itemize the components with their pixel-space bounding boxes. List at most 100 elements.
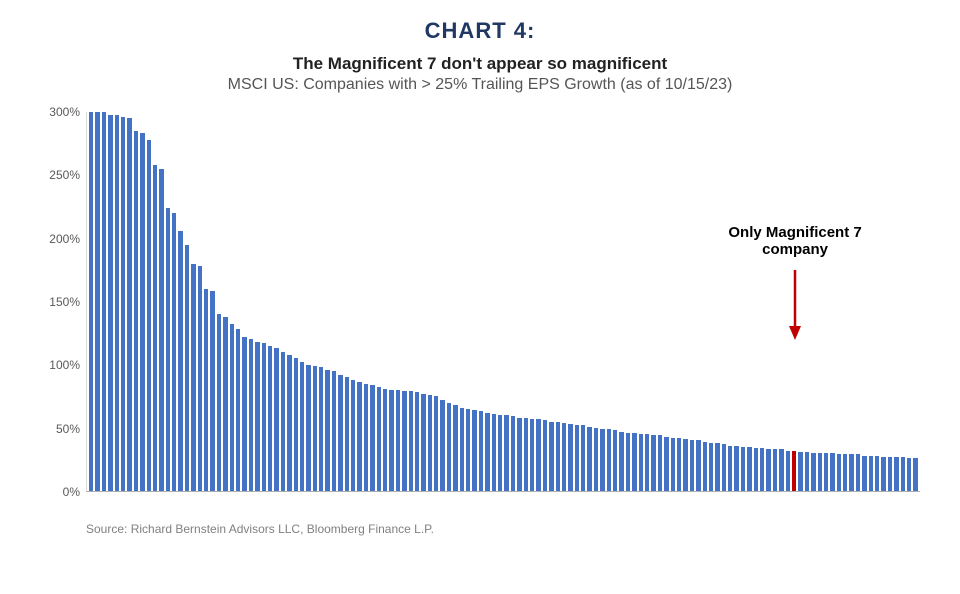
bar [255, 342, 259, 491]
bar [651, 435, 655, 491]
bar [536, 419, 540, 491]
bar [447, 403, 451, 491]
bar [198, 266, 202, 491]
y-axis: 0%50%100%150%200%250%300% [40, 112, 86, 492]
bar [600, 429, 604, 491]
plot-area: 0%50%100%150%200%250%300% Only Magnifice… [40, 112, 920, 492]
y-tick-label: 300% [49, 105, 80, 119]
bar [415, 392, 419, 491]
bar [530, 419, 534, 491]
bar [856, 454, 860, 491]
bar [262, 343, 266, 491]
bar [626, 433, 630, 491]
bar [754, 448, 758, 491]
bar [230, 324, 234, 491]
bar [147, 140, 151, 491]
bar [671, 438, 675, 491]
bar [191, 264, 195, 491]
bar [607, 429, 611, 491]
bar [325, 370, 329, 491]
bar [811, 453, 815, 491]
bar [389, 390, 393, 491]
y-tick-label: 150% [49, 295, 80, 309]
bar [166, 208, 170, 491]
bar [805, 452, 809, 491]
bar [818, 453, 822, 491]
bar [428, 395, 432, 491]
bar [849, 454, 853, 491]
bar [875, 456, 879, 491]
bar [843, 454, 847, 491]
bar [568, 424, 572, 491]
bar [581, 425, 585, 491]
bar [907, 458, 911, 491]
bar [383, 389, 387, 491]
bar [703, 442, 707, 491]
bar [102, 112, 106, 491]
bar [274, 348, 278, 491]
bar [562, 423, 566, 491]
bar [223, 317, 227, 491]
bar [575, 425, 579, 491]
bar [370, 385, 374, 491]
bar [587, 427, 591, 491]
bar [172, 213, 176, 491]
bar [786, 451, 790, 491]
bar [715, 443, 719, 491]
y-tick-label: 250% [49, 168, 80, 182]
bar [901, 457, 905, 491]
bar [434, 396, 438, 491]
bar [140, 133, 144, 491]
bar [728, 446, 732, 491]
bar [127, 118, 131, 491]
bar [485, 413, 489, 491]
bar-highlight [792, 451, 796, 491]
bar [524, 418, 528, 491]
bar [402, 391, 406, 491]
annotation-callout: Only Magnificent 7 company [715, 224, 875, 258]
bar [217, 314, 221, 491]
bar [313, 366, 317, 491]
bar [210, 291, 214, 491]
bar [281, 352, 285, 491]
bar [204, 289, 208, 491]
bar [894, 457, 898, 491]
y-tick-label: 100% [49, 358, 80, 372]
bar [639, 434, 643, 491]
bar [338, 375, 342, 491]
chart-subtitle: MSCI US: Companies with > 25% Trailing E… [40, 76, 920, 94]
bar [453, 405, 457, 491]
bar [645, 434, 649, 491]
bar [466, 409, 470, 491]
bar [722, 444, 726, 491]
bar [862, 456, 866, 491]
bar [511, 416, 515, 491]
bar [115, 115, 119, 491]
bar [242, 337, 246, 491]
bar [357, 382, 361, 491]
bar [658, 435, 662, 491]
bar [837, 454, 841, 491]
bar [683, 439, 687, 491]
bar [696, 440, 700, 491]
bar [766, 449, 770, 491]
chart-title: The Magnificent 7 don't appear so magnif… [40, 54, 920, 74]
bar [89, 112, 93, 491]
bar [479, 411, 483, 491]
bar [664, 437, 668, 491]
bar [306, 365, 310, 491]
bar [364, 384, 368, 491]
annotation-arrow [785, 270, 805, 345]
bar [888, 457, 892, 491]
bar [734, 446, 738, 491]
bar [351, 380, 355, 491]
bar [504, 415, 508, 491]
bar [824, 453, 828, 491]
bar [121, 117, 125, 491]
source-attribution: Source: Richard Bernstein Advisors LLC, … [86, 522, 920, 536]
bar [153, 165, 157, 491]
bar [913, 458, 917, 491]
bar [594, 428, 598, 491]
bar [709, 443, 713, 491]
bar [498, 415, 502, 491]
